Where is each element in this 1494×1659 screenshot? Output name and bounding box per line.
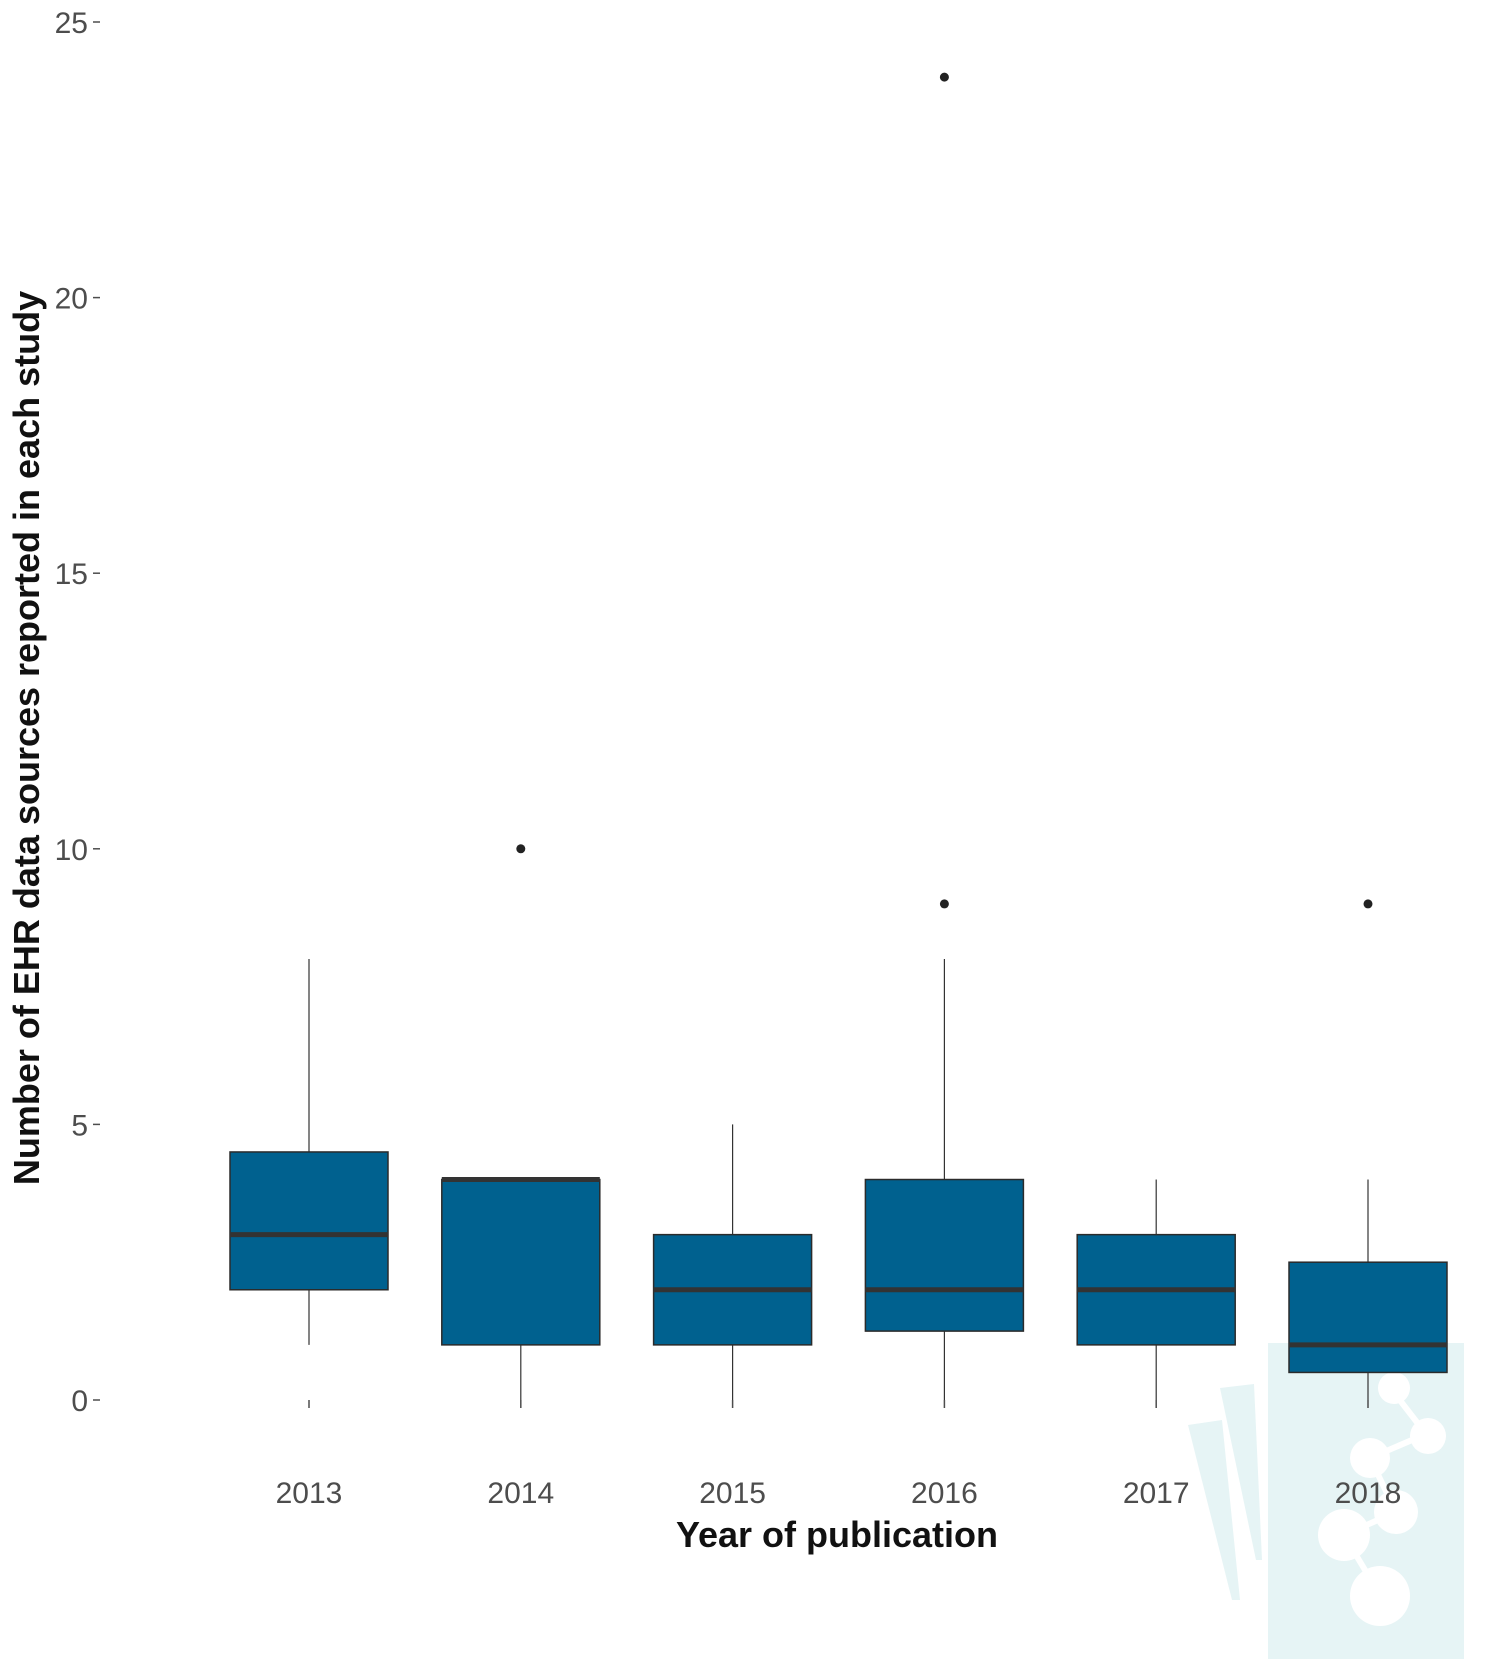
y-tick-label: 20 (55, 283, 88, 316)
outlier-point (1363, 899, 1373, 909)
box-2015 (652, 1124, 813, 1400)
x-tick-label: 2014 (487, 1477, 554, 1510)
box-2014 (441, 844, 601, 1400)
y-tick-label: 15 (55, 558, 88, 591)
watermark-node (1378, 1372, 1410, 1404)
outlier-point (516, 844, 526, 854)
watermark-stripe (1188, 1420, 1240, 1600)
outlier-point (939, 72, 949, 82)
box-2016 (864, 72, 1025, 1400)
y-tick-label: 0 (71, 1385, 88, 1418)
x-axis: 2013 2014 2015 2016 2017 2018 (276, 1400, 1402, 1510)
x-tick-label: 2013 (276, 1477, 343, 1510)
x-axis-title: Year of publication (676, 1514, 998, 1555)
watermark-stripe (1220, 1384, 1262, 1560)
x-tick-label: 2017 (1123, 1477, 1190, 1510)
box-iqr (864, 1178, 1025, 1332)
box-iqr (229, 1151, 389, 1291)
y-axis: 0 5 10 15 20 25 (55, 7, 100, 1418)
outlier-point (939, 899, 949, 909)
y-axis-title: Number of EHR data sources reported in e… (6, 291, 47, 1185)
box-series (229, 72, 1448, 1400)
x-tick-label: 2016 (911, 1477, 978, 1510)
watermark-node (1374, 1490, 1418, 1534)
y-tick-label: 10 (55, 834, 88, 867)
box-iqr (1288, 1261, 1448, 1374)
watermark-node (1318, 1509, 1370, 1561)
watermark-node (1350, 1566, 1410, 1626)
box-2018 (1288, 899, 1448, 1400)
x-tick-label: 2018 (1335, 1477, 1402, 1510)
x-tick-label: 2015 (699, 1477, 766, 1510)
watermark-logo (1188, 1343, 1464, 1659)
box-iqr (441, 1178, 601, 1346)
y-tick-label: 5 (71, 1109, 88, 1142)
watermark-node (1350, 1438, 1390, 1478)
box-2013 (229, 959, 389, 1345)
watermark-node (1410, 1418, 1446, 1454)
y-tick-label: 25 (55, 7, 88, 40)
box-2017 (1076, 1179, 1236, 1400)
